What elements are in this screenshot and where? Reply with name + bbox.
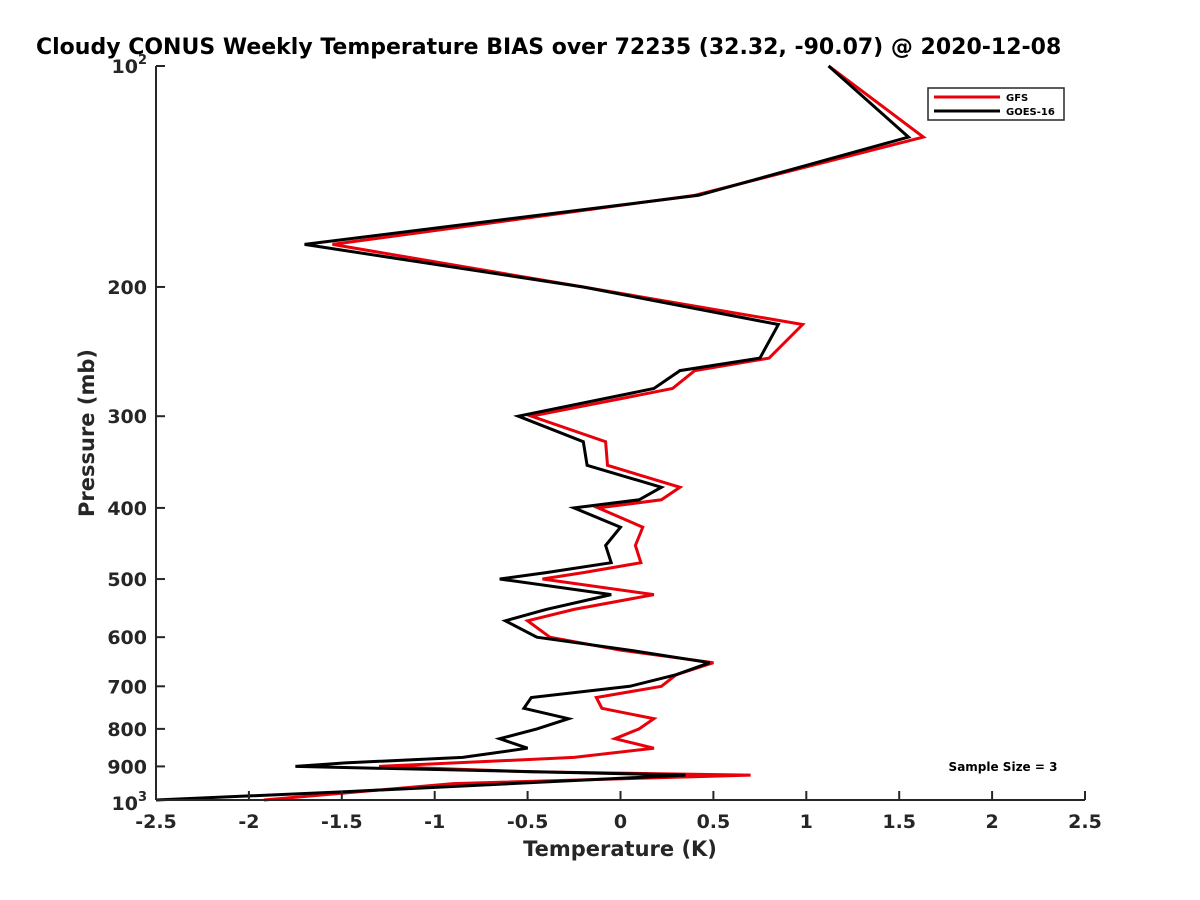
x-tick-label: 1.5 [882, 811, 916, 833]
y-tick-label: 900 [107, 756, 147, 778]
x-tick-label: -0.5 [507, 811, 549, 833]
legend: GFS GOES-16 [927, 87, 1065, 121]
y-tick-label: 500 [107, 569, 147, 591]
legend-label-goes16: GOES-16 [1006, 107, 1055, 118]
y-tick-label: 400 [107, 498, 147, 520]
y-tick-label: 700 [107, 676, 147, 698]
x-tick-label: 0 [614, 811, 627, 833]
y-tick-label: 800 [107, 719, 147, 741]
x-tick-label: -2 [238, 811, 259, 833]
x-ticks: -2.5 -2 -1.5 -1 -0.5 0 0.5 1 1.5 2 2.5 [135, 791, 1102, 833]
axes [155, 66, 1085, 801]
y-tick-label: 600 [107, 627, 147, 649]
series-line-gfs [263, 64, 927, 802]
sample-size-annotation: Sample Size = 3 [949, 760, 1058, 774]
y-tick-label-bottom: 103 [112, 790, 148, 815]
y-ticks: 200 300 400 500 600 700 800 900 [107, 65, 165, 801]
y-tick-label-top: 102 [112, 53, 148, 78]
y-tick-label: 200 [107, 277, 147, 299]
x-axis-label: Temperature (K) [523, 837, 717, 861]
x-tick-label: -1.5 [321, 811, 363, 833]
x-tick-label: 2 [985, 811, 998, 833]
series-line-goes-16 [155, 64, 912, 802]
x-tick-label: -2.5 [135, 811, 177, 833]
x-tick-label: 0.5 [697, 811, 731, 833]
legend-label-gfs: GFS [1006, 93, 1028, 104]
x-tick-label: 1 [800, 811, 813, 833]
y-axis-label: Pressure (mb) [75, 349, 99, 517]
y-tick-label: 300 [107, 406, 147, 428]
legend-box [927, 87, 1065, 121]
series-layer [155, 64, 927, 802]
chart-title: Cloudy CONUS Weekly Temperature BIAS ove… [36, 35, 1061, 60]
x-tick-label: -1 [424, 811, 445, 833]
x-tick-label: 2.5 [1068, 811, 1102, 833]
